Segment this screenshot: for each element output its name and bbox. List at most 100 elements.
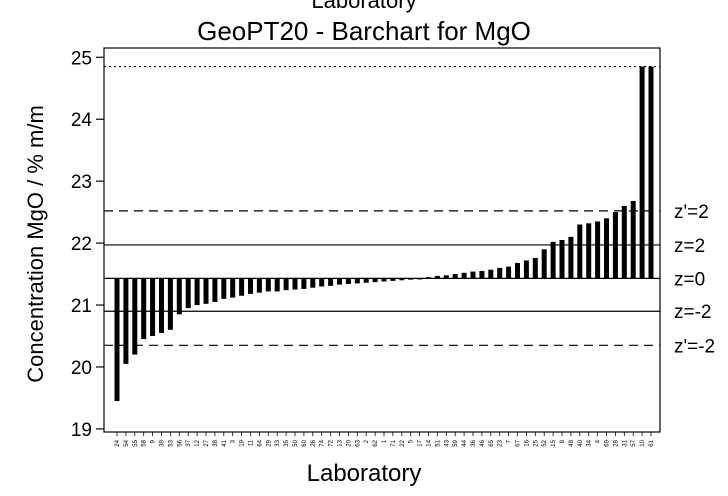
x-tick-label: 46 xyxy=(480,439,486,446)
x-tick-label: 38 xyxy=(213,439,219,446)
x-tick-label: 53 xyxy=(168,439,174,446)
x-tick-label: 11 xyxy=(249,439,255,446)
x-tick-label: 64 xyxy=(257,439,263,446)
bar xyxy=(506,266,512,279)
bar xyxy=(256,278,262,293)
x-tick-label: 54 xyxy=(124,439,130,446)
x-tick-label: 9 xyxy=(151,439,157,443)
bar xyxy=(114,278,120,402)
bar xyxy=(167,278,173,330)
x-tick-label: 20 xyxy=(346,439,352,446)
bar xyxy=(443,275,449,279)
x-tick-label: 37 xyxy=(186,439,192,446)
bar xyxy=(283,278,289,291)
bar xyxy=(648,66,654,279)
reference-line-label: z=2 xyxy=(674,236,705,257)
x-tick-label: 50 xyxy=(293,439,299,446)
plot-frame xyxy=(103,47,661,433)
x-tick-label: 57 xyxy=(631,439,637,446)
x-tick-label: 31 xyxy=(622,439,628,446)
bar xyxy=(239,278,245,296)
bar xyxy=(452,274,458,279)
reference-line-label: z'=2 xyxy=(674,202,709,223)
x-tick-label: 15 xyxy=(551,439,557,446)
bar xyxy=(630,200,636,279)
chart-title: GeoPT20 - Barchart for MgO xyxy=(197,16,531,46)
bars xyxy=(114,66,654,402)
y-tick-label: 24 xyxy=(71,110,93,131)
bar xyxy=(417,278,423,280)
x-tick-label: 71 xyxy=(391,439,397,446)
bar xyxy=(194,278,200,306)
bar xyxy=(523,260,529,279)
bar xyxy=(354,278,360,284)
bar xyxy=(274,278,280,292)
bar xyxy=(265,278,271,292)
bar xyxy=(586,223,592,279)
y-tick-label: 23 xyxy=(71,172,92,193)
clipped-top-label: Laboratory xyxy=(311,0,417,13)
x-tick-label: 44 xyxy=(462,439,468,446)
x-tick-label: 27 xyxy=(204,439,210,446)
x-tick-label: 43 xyxy=(444,439,450,446)
bar xyxy=(363,278,369,283)
reference-line-label: z=0 xyxy=(674,269,705,290)
bar xyxy=(559,240,565,279)
bar xyxy=(141,278,147,340)
reference-line-labels: z'=2 z=2 z=0 z=-2 z'=-2 xyxy=(674,202,715,357)
bar xyxy=(515,262,520,279)
x-tick-label: 39 xyxy=(160,439,166,446)
x-tick-label: 5 xyxy=(409,439,415,443)
bar xyxy=(488,269,494,279)
x-tick-label: 72 xyxy=(329,439,335,446)
x-tick-label: 12 xyxy=(195,439,201,446)
x-tick-label: 13 xyxy=(338,439,344,446)
x-tick-label: 60 xyxy=(302,439,308,446)
x-tick-label: 28 xyxy=(613,439,619,446)
x-tick-label: 23 xyxy=(498,439,504,446)
bar xyxy=(399,278,405,281)
bar xyxy=(532,257,538,279)
y-axis-title-group: Concentration MgO / % m/m xyxy=(23,105,48,383)
x-tick-label: 33 xyxy=(275,439,281,446)
x-tick-label: 4 xyxy=(596,439,602,443)
bar xyxy=(310,278,316,288)
bar xyxy=(301,278,307,289)
bar xyxy=(390,278,396,281)
y-axis: 19 20 21 22 23 24 25 xyxy=(71,48,104,441)
x-tick-label: 35 xyxy=(284,439,290,446)
bar xyxy=(612,212,618,279)
bar xyxy=(426,277,431,279)
x-tick-label: 22 xyxy=(400,439,406,446)
bar xyxy=(328,278,334,286)
x-tick-label: 10 xyxy=(640,439,646,446)
bar xyxy=(461,272,467,279)
x-tick-label: 67 xyxy=(516,439,522,446)
bar xyxy=(541,249,547,279)
x-tick-label: 3 xyxy=(231,439,237,443)
bar xyxy=(604,218,609,279)
x-tick-label: 14 xyxy=(427,439,433,446)
bar xyxy=(497,267,503,279)
x-tick-label: 26 xyxy=(311,439,317,446)
reference-line-label: z'=-2 xyxy=(674,336,715,357)
x-tick-label: 25 xyxy=(533,439,539,446)
x-tick-label: 61 xyxy=(649,439,655,446)
bar xyxy=(372,278,378,283)
bar xyxy=(550,241,556,279)
bar xyxy=(132,278,138,355)
x-tick-label: 63 xyxy=(355,439,361,446)
y-tick-label: 25 xyxy=(71,48,92,69)
y-tick-label: 22 xyxy=(71,234,92,255)
y-tick-label: 19 xyxy=(71,420,92,441)
x-tick-label: 19 xyxy=(240,439,246,446)
bar xyxy=(345,278,351,284)
y-axis-title: Concentration MgO / % m/m xyxy=(23,105,48,383)
bar xyxy=(212,278,218,302)
x-tick-label: 34 xyxy=(587,439,593,446)
bar xyxy=(203,278,209,304)
x-tick-label: 48 xyxy=(569,439,575,446)
x-tick-label: 2 xyxy=(364,439,370,443)
bar xyxy=(230,278,236,298)
